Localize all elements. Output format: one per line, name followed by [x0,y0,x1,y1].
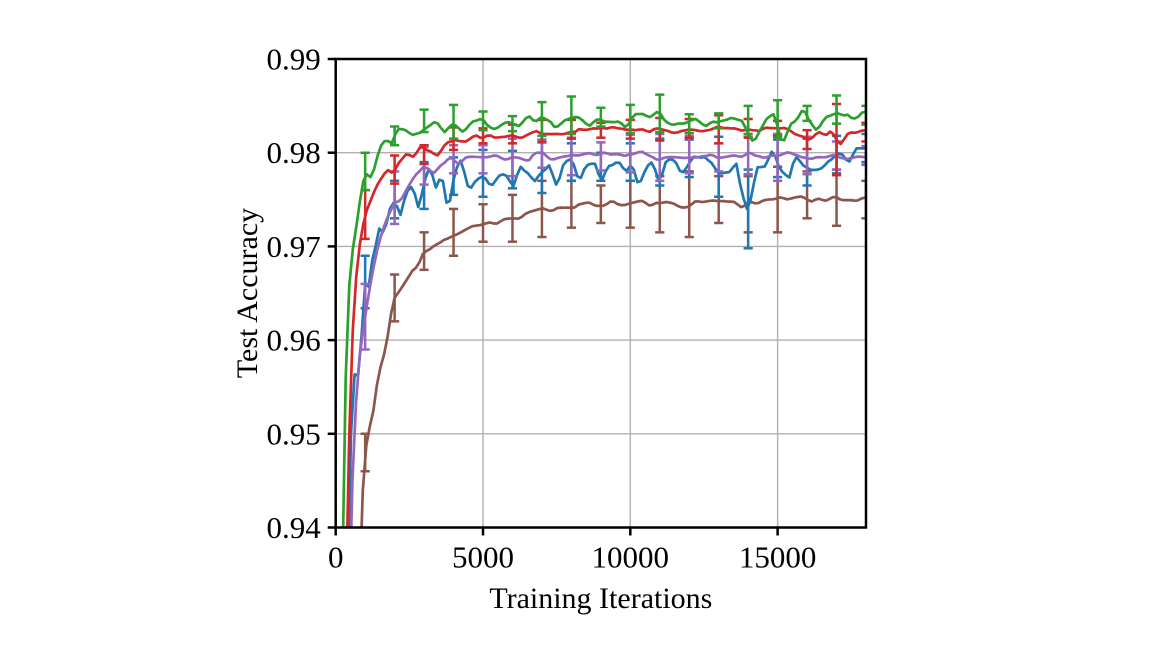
y-tick-label-2: 0.97 [266,229,320,264]
line-purple [349,150,866,528]
y-axis-title: Test Accuracy [231,208,264,378]
y-tick-label-4: 0.95 [266,416,320,451]
line-red [346,125,866,528]
plot-border [334,57,868,529]
line-green [341,109,866,528]
y-tick-label-3: 0.96 [266,323,320,358]
errorbars-green [360,93,866,192]
x-tick-label-0: 0 [328,540,344,575]
line-blue [347,145,866,528]
x-tick-label-3: 15000 [739,540,817,575]
tick-marks [327,57,779,536]
line-brown [360,195,866,528]
series-brown [360,165,866,528]
y-tick-label-0: 0.99 [266,42,320,77]
x-tick-label-2: 10000 [592,540,670,575]
y-tick-label-1: 0.98 [266,135,320,170]
x-tick-label-1: 5000 [452,540,514,575]
y-tick-label-5: 0.94 [266,510,321,545]
x-axis-title: Training Iterations [489,582,712,615]
series-green [341,93,866,528]
